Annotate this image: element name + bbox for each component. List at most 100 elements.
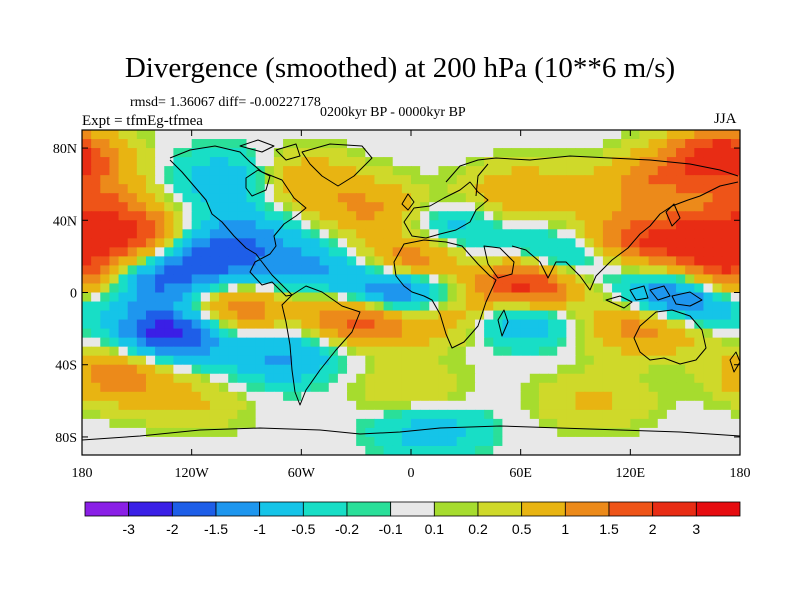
field-cell <box>164 283 174 294</box>
field-cell <box>91 301 101 312</box>
field-cell <box>237 283 248 294</box>
field-cell <box>310 427 321 438</box>
field-cell <box>694 445 705 455</box>
field-cell <box>200 445 211 455</box>
field-cell <box>429 238 440 248</box>
field-cell <box>612 364 622 375</box>
field-cell <box>703 220 714 230</box>
field-cell <box>520 229 531 239</box>
field-cell <box>721 148 732 158</box>
field-cell <box>365 292 376 303</box>
field-cell <box>328 175 339 185</box>
field-cell <box>82 337 92 348</box>
field-cell <box>264 256 275 267</box>
field-cell <box>447 409 458 420</box>
field-cell <box>82 382 92 393</box>
field-cell <box>319 166 330 176</box>
field-cell <box>310 391 321 402</box>
field-cell <box>484 184 494 194</box>
field-cell <box>347 175 357 185</box>
field-cell <box>191 274 202 285</box>
field-cell <box>612 400 622 411</box>
field-cell <box>712 283 723 294</box>
field-cell <box>511 364 522 375</box>
field-cell <box>730 148 740 158</box>
field-cell <box>685 310 695 321</box>
field-cell <box>438 337 449 348</box>
field-cell <box>401 319 412 330</box>
field-cell <box>621 211 631 221</box>
field-cell <box>621 184 631 194</box>
field-cell <box>127 391 138 402</box>
field-cell <box>557 310 567 321</box>
field-cell <box>374 274 385 285</box>
field-cell <box>429 193 440 203</box>
field-cell <box>109 193 120 203</box>
field-cell <box>411 436 421 447</box>
field-cell <box>82 184 92 194</box>
field-cell <box>228 256 238 267</box>
field-cell <box>712 238 723 248</box>
field-cell <box>630 328 641 339</box>
field-cell <box>694 310 705 321</box>
field-cell <box>621 391 631 402</box>
field-cell <box>383 301 394 312</box>
field-cell <box>100 211 111 221</box>
field-cell <box>657 229 668 239</box>
field-cell <box>182 175 193 185</box>
field-cell <box>209 427 220 438</box>
field-cell <box>648 157 659 167</box>
field-cell <box>602 130 613 140</box>
field-cell <box>356 427 366 438</box>
field-cell <box>602 184 613 194</box>
field-cell <box>676 445 686 455</box>
field-cell <box>219 436 229 447</box>
field-cell <box>465 166 476 176</box>
field-cell <box>465 418 476 429</box>
field-cell <box>612 139 622 149</box>
field-cell <box>173 202 184 212</box>
field-cell <box>273 247 284 257</box>
field-cell <box>383 436 394 447</box>
field-cell <box>411 211 421 221</box>
field-cell <box>82 238 92 248</box>
field-cell <box>730 265 740 276</box>
field-cell <box>511 310 522 321</box>
field-cell <box>136 229 147 239</box>
field-cell <box>127 355 138 366</box>
field-cell <box>145 130 156 140</box>
field-cell <box>136 130 147 140</box>
field-cell <box>538 139 549 149</box>
field-cell <box>657 184 668 194</box>
field-cell <box>292 184 302 194</box>
field-cell <box>182 391 193 402</box>
field-cell <box>511 238 522 248</box>
field-cell <box>694 220 705 230</box>
field-cell <box>648 418 659 429</box>
field-cell <box>465 337 476 348</box>
field-cell <box>219 409 229 420</box>
field-cell <box>164 418 174 429</box>
field-cell <box>401 256 412 267</box>
field-cell <box>164 355 174 366</box>
field-cell <box>420 292 430 303</box>
field-cell <box>319 202 330 212</box>
field-cell <box>200 409 211 420</box>
field-cell <box>200 130 211 140</box>
field-cell <box>630 175 641 185</box>
field-cell <box>648 184 659 194</box>
field-cell <box>301 283 312 294</box>
field-cell <box>237 445 248 455</box>
field-cell <box>694 328 705 339</box>
field-cell <box>657 256 668 267</box>
field-cell <box>164 346 174 357</box>
field-cell <box>347 274 357 285</box>
field-cell <box>694 346 705 357</box>
field-cell <box>612 382 622 393</box>
field-cell <box>502 202 513 212</box>
field-cell <box>493 247 503 257</box>
field-cell <box>337 382 348 393</box>
field-cell <box>657 247 668 257</box>
field-cell <box>292 337 302 348</box>
field-cell <box>264 445 275 455</box>
